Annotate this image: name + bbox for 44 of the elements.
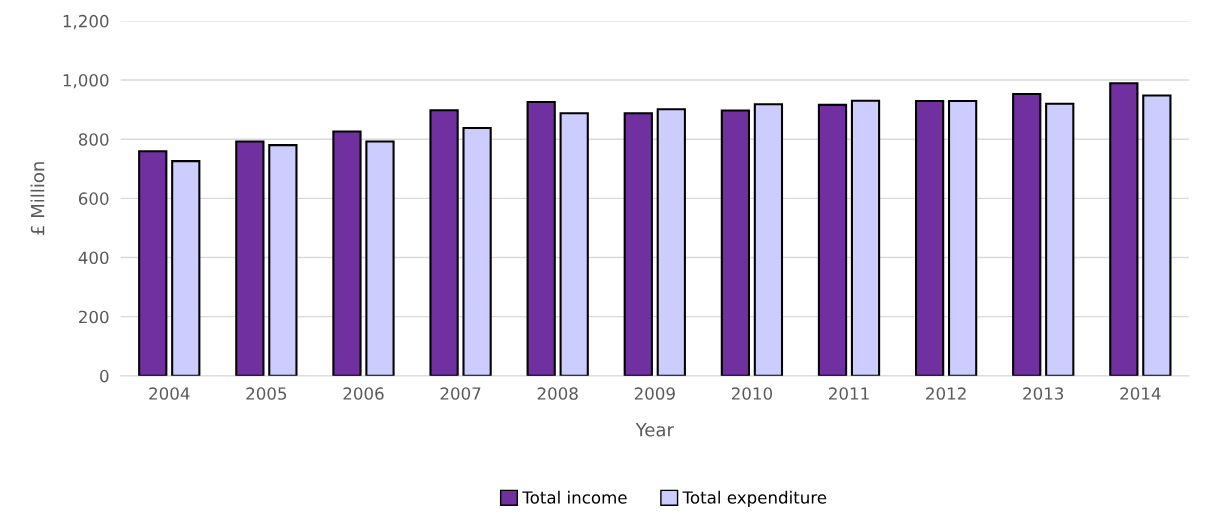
bar	[850, 99, 881, 376]
bar	[268, 144, 298, 376]
x-tick-label: 2004	[149, 387, 190, 400]
bar	[753, 103, 784, 376]
bar	[817, 103, 848, 376]
bar	[1012, 92, 1042, 376]
y-tick-label: 400	[78, 251, 109, 265]
y-tick-label: 200	[79, 310, 109, 324]
bar	[332, 130, 362, 376]
bar	[559, 112, 589, 376]
x-tick-label: 2010	[731, 387, 773, 400]
bar	[656, 108, 686, 376]
x-tick-label: 2012	[926, 387, 966, 400]
bar	[526, 100, 556, 376]
y-tick-label: 600	[78, 192, 109, 205]
x-tick-label: 2006	[343, 387, 384, 400]
y-tick-label: 800	[78, 133, 109, 146]
bar	[235, 140, 265, 376]
x-tick-label: 2009	[634, 387, 675, 400]
bar	[720, 109, 751, 376]
y-tick-label: 0	[100, 369, 109, 383]
bar	[429, 109, 459, 376]
x-tick-label: 2014	[1120, 387, 1161, 400]
bar	[1142, 94, 1172, 376]
x-tick-label: 2007	[440, 387, 481, 400]
y-tick-label: 1,200	[63, 14, 109, 30]
x-tick-label: 2008	[537, 387, 578, 400]
bar	[914, 100, 945, 376]
x-tick-label: 2011	[829, 387, 869, 400]
bar	[365, 140, 395, 376]
bar	[948, 100, 978, 376]
bar	[1109, 82, 1139, 376]
legend-label: Total income	[522, 490, 627, 504]
bar	[462, 126, 492, 376]
bar	[623, 112, 653, 376]
bar	[138, 150, 168, 376]
x-tick-label: 2005	[246, 387, 287, 400]
y-tick-label: 1,000	[63, 74, 109, 89]
bar	[171, 160, 201, 376]
x-tick-label: 2013	[1023, 387, 1064, 400]
legend-label: Total expenditure	[682, 490, 827, 507]
y-axis-title: £ Million	[30, 162, 45, 235]
bar	[1045, 102, 1075, 376]
x-axis-title: Year	[635, 423, 674, 437]
